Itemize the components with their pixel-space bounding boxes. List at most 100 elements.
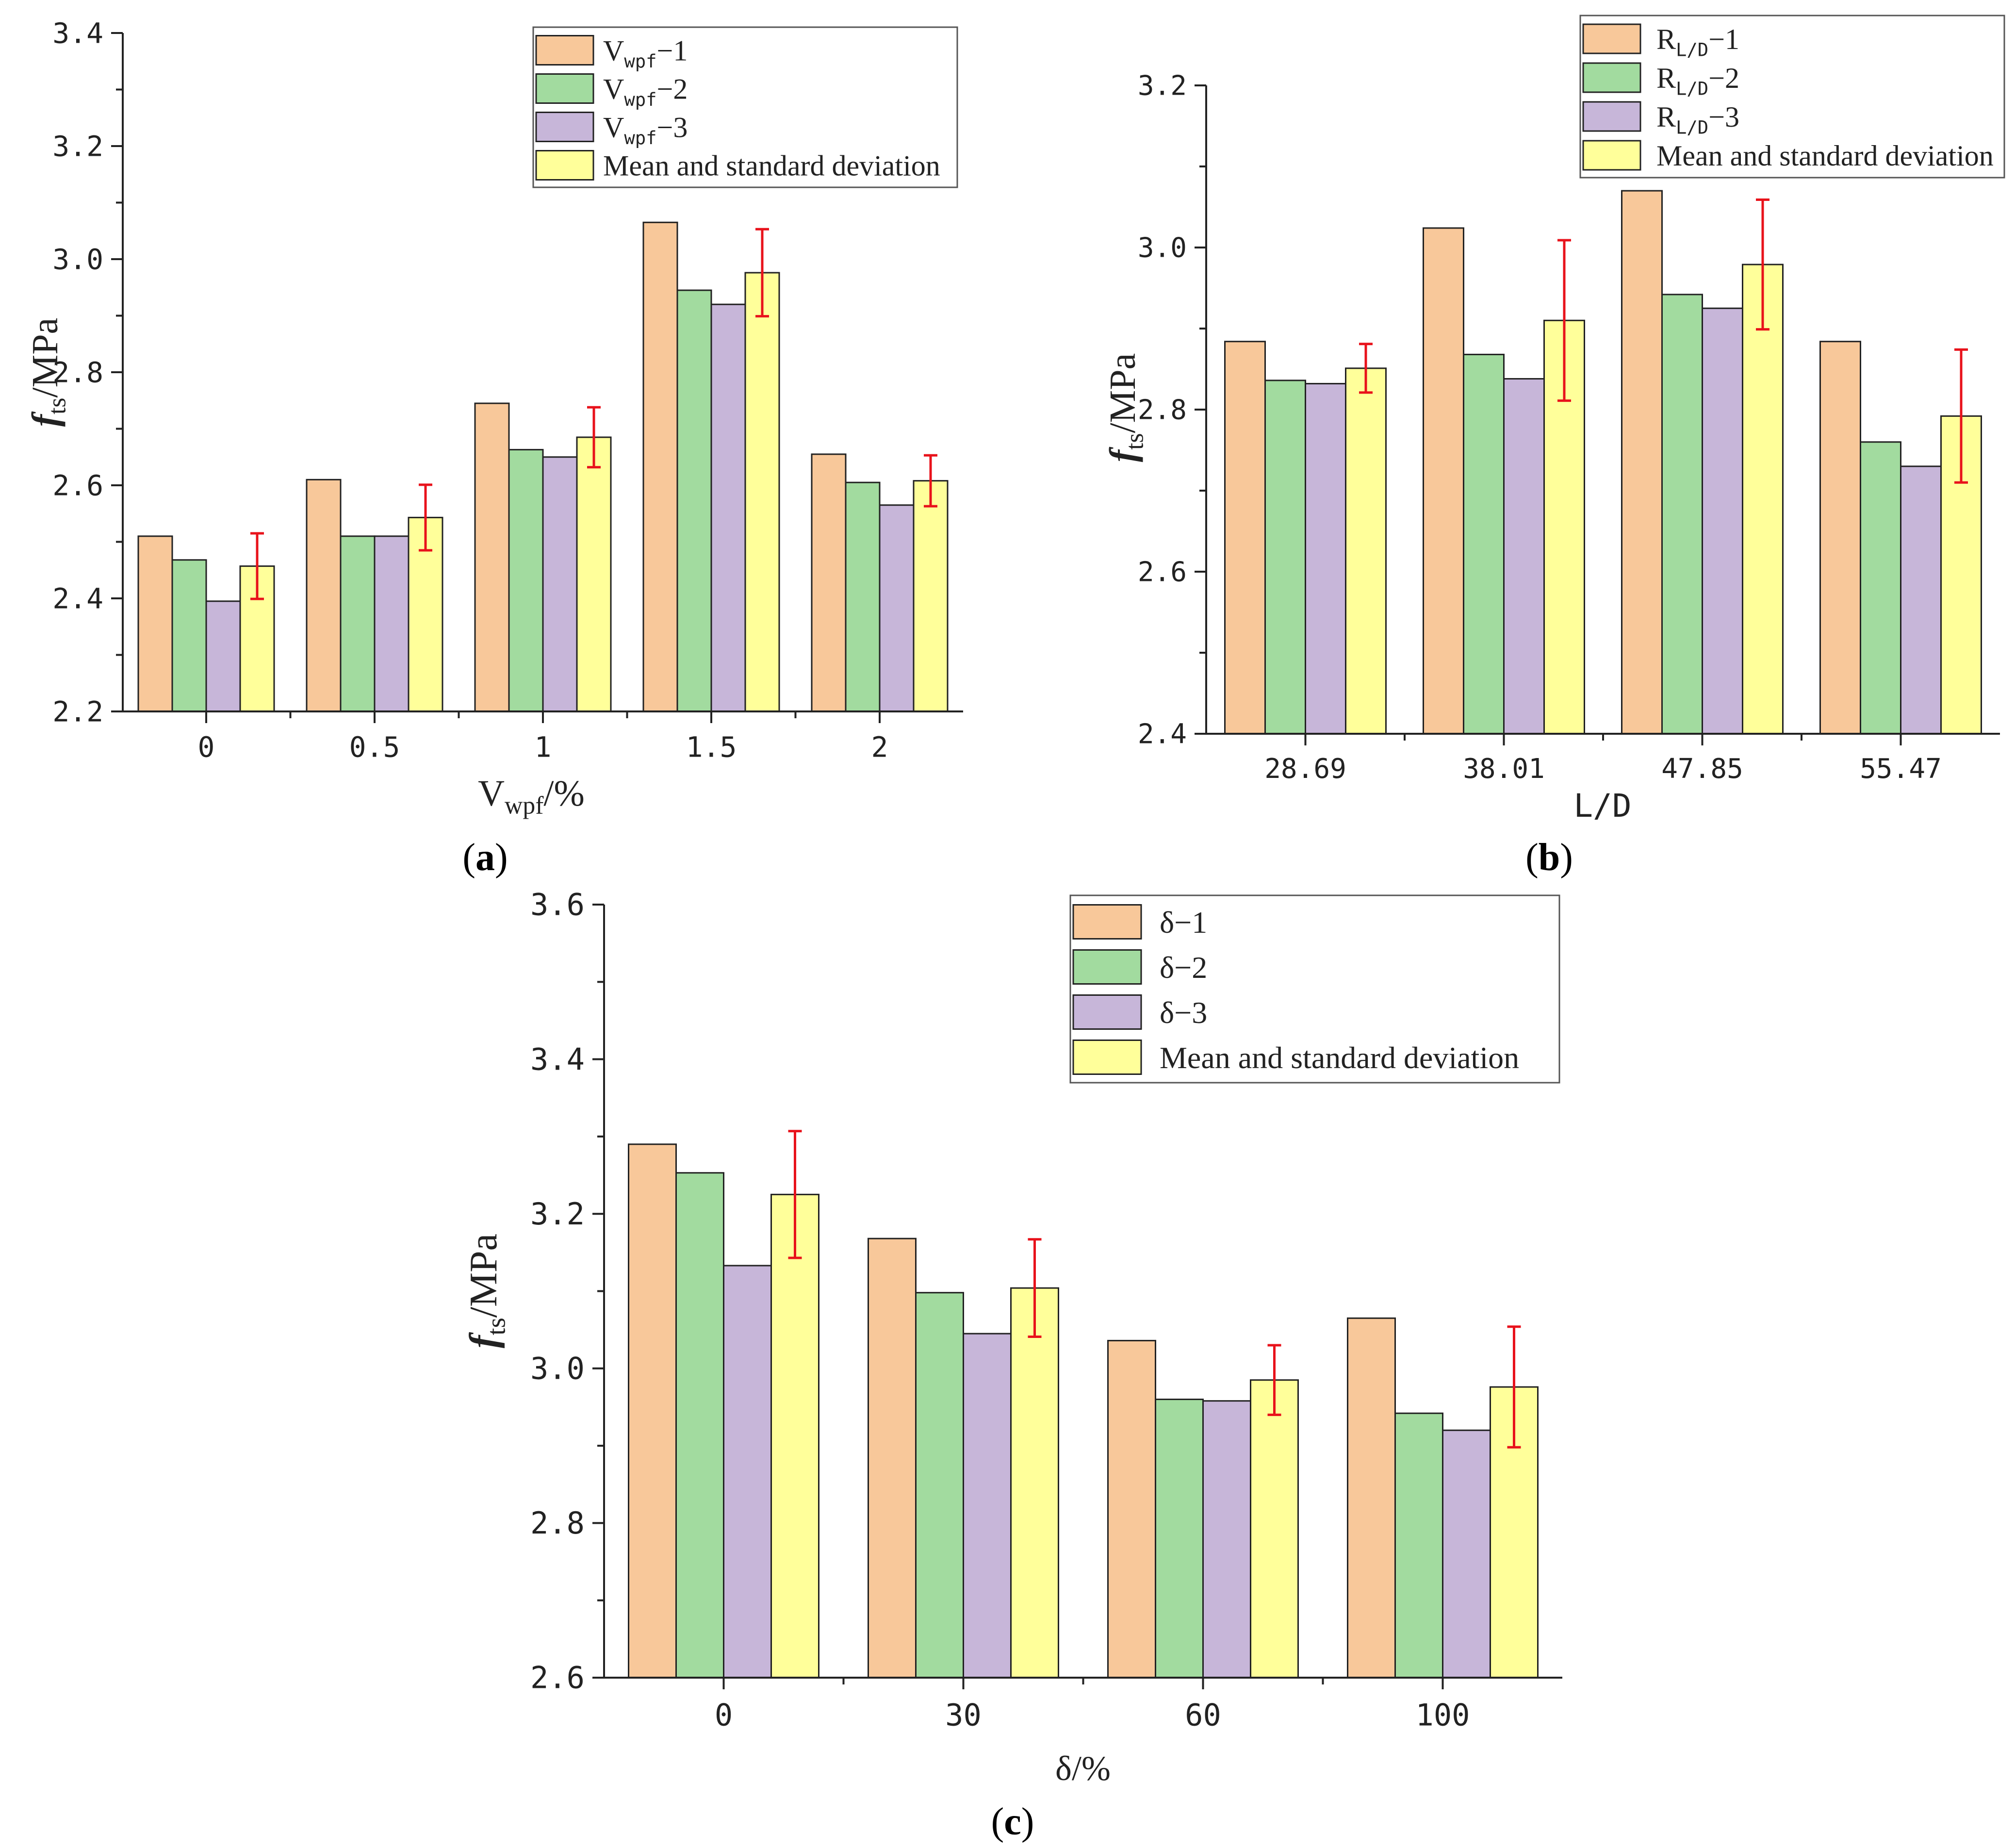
- y-axis-label-unit-c: /MPa: [462, 1234, 505, 1318]
- legend-label-main-a-3: V: [603, 112, 624, 144]
- y-tick-label-a-4: 3.0: [52, 243, 103, 276]
- x-tick-label-b-2: 47.85: [1661, 753, 1743, 785]
- bar-c-s1-1: [868, 1238, 917, 1679]
- x-tick-label-text-c-2: 60: [1185, 1697, 1221, 1732]
- x-axis-label-b: L/D: [1573, 787, 1631, 825]
- bar-b-s2-2: [1661, 294, 1703, 735]
- chart-panel-b: 28.69 38.01 47.85 55.47 2.4 2.6 2.8 3.0 3.2 fts/M…: [1102, 15, 2005, 879]
- bar-b-s1-2: [1621, 190, 1663, 735]
- y-tick-label-text-a-5: 3.2: [52, 130, 103, 163]
- x-tick-label-a-3: 1.5: [686, 731, 737, 764]
- legend-label-a-2: Vwpf−2: [603, 73, 688, 110]
- bar-c-s2-3: [1394, 1412, 1443, 1679]
- bar-a-s1-3: [642, 221, 678, 712]
- x-tick-label-c-1: 30: [945, 1697, 982, 1732]
- y-tick-label-text-b-4: 3.2: [1138, 70, 1187, 102]
- y-axis-label-unit-a: /MPa: [25, 318, 66, 398]
- bar-a-s1-1: [306, 478, 342, 712]
- bar-b-s3-1: [1503, 378, 1545, 735]
- x-axis-label-main-a: V: [478, 773, 505, 814]
- bar-a-s3-1: [374, 535, 410, 712]
- legend-label-main-b-3: R: [1656, 101, 1676, 133]
- panel-label-letter-b: b: [1539, 836, 1560, 879]
- legend-label-a-3: Vwpf−3: [603, 112, 688, 148]
- bar-b-s1-3: [1819, 341, 1861, 735]
- y-tick-label-b-2: 2.8: [1138, 395, 1187, 426]
- bar-b-s2-3: [1860, 441, 1901, 735]
- bar-a-s3-0: [205, 600, 241, 712]
- legend-swatch-c-2: [1072, 949, 1142, 985]
- x-axis-label-sub-a: wpf: [505, 792, 544, 820]
- x-axis-label-main-c: δ: [1055, 1749, 1072, 1788]
- legend-swatch-a-2: [535, 73, 594, 104]
- y-tick-label-text-a-1: 2.4: [52, 582, 103, 615]
- bar-b-s1-1: [1423, 227, 1464, 735]
- bar-a-s2-2: [508, 449, 544, 712]
- legend-label-main-c-1: δ: [1160, 905, 1174, 940]
- bar-a-s2-1: [340, 535, 376, 712]
- bar-c-s4-2: [1250, 1379, 1299, 1679]
- x-tick-label-a-2: 1: [535, 731, 552, 764]
- legend-label-a-4: Mean and standard deviation: [603, 150, 940, 182]
- legend-label-b-3: RL/D−3: [1656, 101, 1739, 138]
- legend-label-b-4: Mean and standard deviation: [1656, 140, 1994, 172]
- legend-label-main-b-1: R: [1656, 23, 1676, 55]
- x-tick-label-text-a-4: 2: [871, 731, 888, 764]
- y-tick-label-c-4: 3.4: [530, 1041, 585, 1077]
- panel-label-letter-c: c: [1004, 1800, 1021, 1843]
- x-tick-label-c-0: 0: [715, 1697, 733, 1732]
- bar-b-s3-3: [1900, 465, 1942, 735]
- chart-panel-a: 0 0.5 1 1.5 2 2.2 2.4 2.6 2.8 3.0 3.2 3.4 fts/MPa Vwp…: [25, 16, 963, 879]
- y-tick-label-text-a-3: 2.8: [52, 356, 103, 389]
- x-tick-label-text-a-1: 0.5: [349, 731, 400, 764]
- legend-label-suffix-b-2: −2: [1708, 62, 1739, 94]
- x-tick-label-text-b-2: 47.85: [1661, 753, 1743, 785]
- legend-label-suffix-a-1: −1: [657, 35, 688, 67]
- x-axis-label-unit-c: /%: [1072, 1749, 1111, 1788]
- panel-label-c: (c): [991, 1800, 1034, 1843]
- bar-a-s4-2: [576, 436, 612, 712]
- y-tick-label-a-3: 2.8: [52, 356, 103, 389]
- legend-label-suffix-a-2: −2: [657, 73, 688, 105]
- panel-label-open-a: (: [462, 836, 475, 879]
- bar-a-s2-3: [676, 289, 712, 712]
- x-tick-label-text-a-3: 1.5: [686, 731, 737, 764]
- y-tick-label-c-2: 3.0: [530, 1351, 585, 1386]
- bar-c-s4-1: [1010, 1287, 1059, 1679]
- y-tick-label-text-c-5: 3.6: [530, 887, 585, 923]
- bar-b-s1-0: [1224, 341, 1266, 735]
- panel-label-letter-a: a: [475, 836, 495, 879]
- y-tick-label-text-c-4: 3.4: [530, 1041, 585, 1077]
- legend-label-sub-a-3: wpf: [624, 127, 656, 148]
- x-tick-label-c-3: 100: [1416, 1697, 1470, 1732]
- bar-a-s1-0: [137, 535, 173, 712]
- panel-label-close-b: ): [1560, 836, 1573, 879]
- x-tick-label-text-a-2: 1: [535, 731, 552, 764]
- legend-label-suffix-b-3: −3: [1708, 101, 1739, 133]
- bar-c-s1-0: [628, 1143, 677, 1679]
- bar-c-s1-2: [1107, 1339, 1156, 1679]
- legend-swatch-a-1: [535, 35, 594, 66]
- y-tick-label-text-c-3: 3.2: [530, 1196, 585, 1232]
- y-tick-label-text-b-1: 2.6: [1138, 557, 1187, 588]
- y-tick-label-a-5: 3.2: [52, 130, 103, 163]
- bar-c-s4-0: [770, 1193, 819, 1679]
- x-tick-label-text-c-1: 30: [945, 1697, 982, 1732]
- bar-c-s2-2: [1155, 1399, 1204, 1679]
- panel-label-b: (b): [1525, 836, 1573, 879]
- bar-a-s1-4: [811, 453, 847, 712]
- y-tick-label-text-a-6: 3.4: [52, 16, 103, 50]
- bar-c-s3-1: [963, 1333, 1012, 1679]
- legend-label-c-1: δ−1: [1160, 905, 1207, 940]
- panel-label-close-c: ): [1021, 1800, 1034, 1843]
- x-tick-label-a-1: 0.5: [349, 731, 400, 764]
- y-tick-label-text-c-2: 3.0: [530, 1351, 585, 1386]
- bar-b-s2-1: [1463, 353, 1505, 735]
- x-axis-label-unit-a: /%: [543, 773, 584, 814]
- legend-label-sub-b-1: L/D: [1676, 39, 1708, 60]
- legend-label-main-b-4: Mean and standard deviation: [1656, 140, 1994, 172]
- y-tick-label-a-2: 2.6: [52, 469, 103, 502]
